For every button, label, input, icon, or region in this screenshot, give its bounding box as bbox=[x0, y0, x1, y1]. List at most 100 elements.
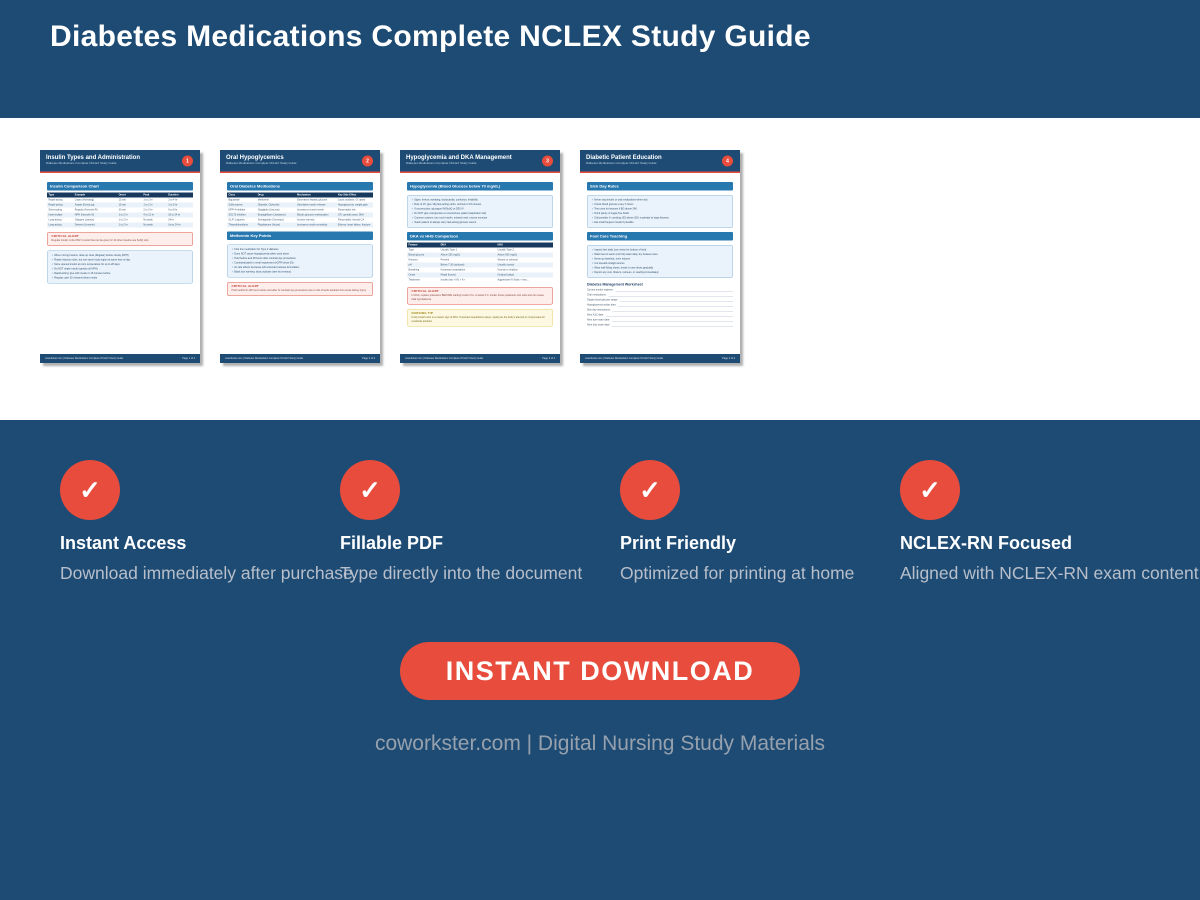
bullet-item: ✓ GI side effects decrease with extended… bbox=[231, 266, 300, 269]
mini-table: Class Drug Mechanism Key Side Effect Biguani… bbox=[227, 192, 373, 228]
page-footer-right: Page 1 of 4 bbox=[182, 357, 195, 360]
worksheet-blank-line bbox=[611, 319, 733, 322]
table-cell: Blocks glucose reabsorption bbox=[297, 213, 329, 217]
table-row: Rapid-acting Aspart (NovoLog) 15 min 1 to 2… bbox=[47, 202, 193, 208]
table-cell: Empagliflozin (Jardiance) bbox=[257, 213, 286, 217]
feature-row: ✓ Instant Access Download immediately af… bbox=[60, 460, 1199, 584]
thumbnail-row: Insulin Types and Administration Diabetes… bbox=[40, 150, 740, 363]
critical-alert-box: CRITICAL ALERT Regular insulin is the ONL… bbox=[47, 232, 193, 246]
table-cell: 6 to 8 hr bbox=[168, 208, 178, 212]
section-header-bar: Sick Day Rules bbox=[587, 182, 733, 191]
bullet-box: ✓ Never stop insulin or oral medications… bbox=[587, 195, 733, 228]
feature-title: Print Friendly bbox=[620, 533, 737, 553]
bullet-item: ✓ Eat small frequent meals if possible bbox=[591, 221, 634, 224]
table-cell: Above 600 mg/dL bbox=[497, 253, 518, 257]
bullet-item: ✓ Report any cuts, blisters, redness, or… bbox=[591, 271, 659, 274]
worksheet-field: Next foot exam date: bbox=[587, 324, 733, 327]
table-cell: Rapid-acting bbox=[48, 198, 63, 202]
box-title: CRITICAL ALERT bbox=[231, 285, 259, 288]
table-cell: Lispro (Humalog) bbox=[74, 198, 94, 202]
table-cell: Type bbox=[408, 248, 414, 252]
bullet-box: ✓ Signs: tremor, sweating, tachycardia, … bbox=[407, 195, 553, 228]
page-thumbnail-2[interactable]: Oral Hypoglycemics Diabetes Medications C… bbox=[220, 150, 380, 363]
table-cell: SGLT2 inhibitor bbox=[228, 213, 246, 217]
page-thumbnail-1[interactable]: Insulin Types and Administration Diabetes… bbox=[40, 150, 200, 363]
bullet-item: ✓ Call provider if: vomiting, BG above 3… bbox=[591, 216, 669, 220]
page-thumbnail-4[interactable]: Diabetic Patient Education Diabetes Medic… bbox=[580, 150, 740, 363]
document-page-footer: coworkster.com | Diabetes Medications Co… bbox=[580, 354, 740, 363]
table-cell: Absent or minimal bbox=[497, 258, 518, 262]
feature-title: NCLEX-RN Focused bbox=[900, 533, 1073, 553]
document-page-header: Hypoglycemia and DKA Management Diabetes … bbox=[400, 150, 560, 173]
table-cell: Class bbox=[228, 193, 236, 197]
check-bullet-icon: ✓ bbox=[51, 262, 55, 266]
table-cell: Present bbox=[440, 258, 450, 262]
table-row: Ketones Present Absent or minimal bbox=[407, 258, 553, 263]
worksheet-field: Next A1C date: bbox=[587, 314, 733, 317]
table-cell: Up to 24 hr bbox=[168, 223, 181, 227]
check-bullet-icon: ✓ bbox=[51, 276, 55, 280]
table-cell: Insulin drip + NS + K+ bbox=[440, 278, 466, 282]
table-cell: Aspart (NovoLog) bbox=[74, 203, 95, 207]
table-cell: Above 250 mg/dL bbox=[440, 253, 461, 257]
table-cell: Type bbox=[48, 193, 55, 197]
worksheet-field: Oral medications: bbox=[587, 294, 733, 297]
table-cell: Glargine (Lantus) bbox=[74, 218, 95, 222]
table-cell: 16 to 24 hr bbox=[168, 213, 181, 217]
table-row: Long-acting Glargine (Lantus) 1 to 2 hr No … bbox=[47, 218, 193, 223]
table-cell: Kussmaul respirations bbox=[440, 268, 466, 272]
table-cell: Regular (Humulin R) bbox=[74, 208, 98, 212]
document-page-footer: coworkster.com | Diabetes Medications Co… bbox=[220, 354, 380, 363]
check-bullet-icon: ✓ bbox=[51, 271, 55, 275]
table-cell: 3 to 4 hr bbox=[168, 198, 178, 202]
table-cell: 1 to 2 hr bbox=[118, 213, 128, 217]
table-cell: Pioglitazone (Actos) bbox=[257, 223, 280, 227]
table-cell: Incretin mimetic bbox=[297, 218, 315, 222]
box-text: Fruity breath odor is a classic sign of … bbox=[411, 316, 545, 323]
document-page-footer: coworkster.com | Diabetes Medications Co… bbox=[40, 354, 200, 363]
checkmark-glyph: ✓ bbox=[79, 474, 101, 505]
instant-download-button[interactable]: INSTANT DOWNLOAD bbox=[400, 642, 800, 700]
bullet-item: ✓ Hold before and 48 hours after contras… bbox=[231, 257, 296, 260]
bullet-item: ✓ Cut toenails straight across bbox=[591, 262, 625, 265]
bullet-item: ✓ Do NOT shake insulin (gently roll NPH) bbox=[51, 267, 98, 271]
table-row: Sulfonylurea Glipizide, Glyburide Stimulat… bbox=[227, 202, 373, 208]
table-cell: 1 to 2 hr bbox=[118, 223, 128, 227]
page-footer-left: coworkster.com | Diabetes Medications Co… bbox=[585, 357, 664, 360]
worksheet-label: Hypoglycemia action plan: bbox=[587, 303, 617, 307]
box-text: In DKA, replace potassium BEFORE startin… bbox=[411, 294, 544, 301]
bullet-item: ✓ Teach patient to always carry fast-act… bbox=[411, 221, 477, 224]
table-cell: Intermediate bbox=[48, 213, 63, 217]
bullet-item: ✓ Rule of 15: give 15g fast-acting carbs… bbox=[411, 203, 482, 206]
table-row: Long-acting Detemir (Levemir) 1 to 2 hr No … bbox=[47, 222, 193, 228]
check-bullet-icon: ✓ bbox=[51, 267, 55, 271]
box-text: Regular insulin is the ONLY insulin that… bbox=[51, 239, 149, 242]
bullet-item: ✓ Check blood glucose every 4 hours bbox=[591, 203, 634, 206]
table-cell: Sulfonylurea bbox=[228, 203, 243, 207]
check-bullet-icon: ✓ bbox=[411, 203, 415, 206]
table-cell: Short-acting bbox=[48, 208, 62, 212]
checkmark-icon: ✓ bbox=[900, 460, 960, 520]
feature-description: Aligned with NCLEX-RN exam content bbox=[900, 563, 1199, 583]
table-row: Breathing Kussmaul respirations Normal or … bbox=[407, 268, 553, 273]
bullet-item: ✓ Inspect feet daily (use mirror for bot… bbox=[591, 248, 647, 252]
check-bullet-icon: ✓ bbox=[591, 253, 595, 256]
table-cell: NPH (Humulin N) bbox=[74, 213, 95, 217]
table-cell: Biguanide bbox=[228, 198, 240, 202]
worksheet-field: Hypoglycemia action plan: bbox=[587, 304, 733, 307]
table-cell: Usually normal bbox=[497, 263, 515, 267]
table-row: Intermediate NPH (Humulin N) 1 to 2 hr 4 to… bbox=[47, 212, 193, 218]
critical-alert-box: CRITICAL ALERT In DKA, replace potassium … bbox=[407, 287, 553, 305]
table-row: Blood glucose Above 250 mg/dL Above 600 mg… bbox=[407, 252, 553, 258]
document-page-body: Oral Diabetes Medications Class Drug Mechan… bbox=[220, 173, 380, 296]
table-cell: Decreases hepatic glucose bbox=[297, 198, 328, 202]
worksheet-label: Target blood glucose range: bbox=[587, 298, 618, 302]
bullet-item: ✓ When mixing insulins: draw up clear (R… bbox=[51, 253, 129, 257]
table-cell: Example bbox=[74, 193, 86, 197]
bullet-item: ✓ Store opened insulin at room temperatu… bbox=[51, 262, 120, 266]
page-number-badge: 1 bbox=[182, 155, 193, 167]
table-cell: DPP-4 inhibitor bbox=[228, 208, 246, 212]
mini-table: Type Example Onset Peak Duration Rapid-acting… bbox=[47, 192, 193, 228]
document-page: Oral Hypoglycemics Diabetes Medications C… bbox=[220, 150, 380, 363]
page-thumbnail-3[interactable]: Hypoglycemia and DKA Management Diabetes … bbox=[400, 150, 560, 363]
